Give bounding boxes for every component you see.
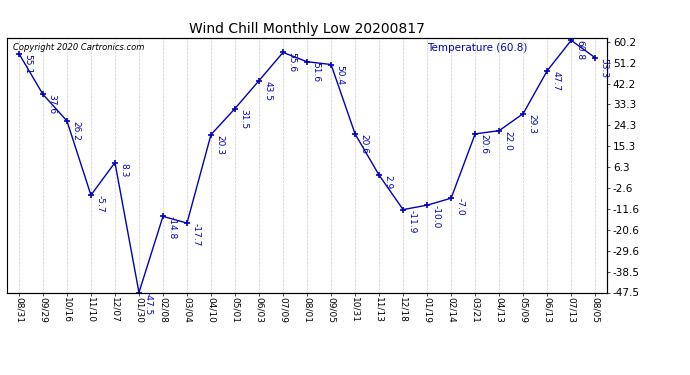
- Text: 47.7: 47.7: [551, 71, 560, 91]
- Title: Wind Chill Monthly Low 20200817: Wind Chill Monthly Low 20200817: [189, 22, 425, 36]
- Text: -47.5: -47.5: [143, 292, 152, 316]
- Text: -10.0: -10.0: [431, 205, 440, 228]
- Text: 20.6: 20.6: [359, 134, 368, 154]
- Text: -7.0: -7.0: [455, 198, 464, 216]
- Text: Temperature (60.8): Temperature (60.8): [427, 43, 527, 52]
- Text: -5.7: -5.7: [95, 195, 104, 213]
- Text: 20.3: 20.3: [215, 135, 224, 154]
- Text: 43.5: 43.5: [263, 81, 272, 100]
- Text: 55.1: 55.1: [23, 54, 32, 74]
- Text: Copyright 2020 Cartronics.com: Copyright 2020 Cartronics.com: [13, 43, 144, 52]
- Text: 53.3: 53.3: [600, 58, 609, 78]
- Text: 31.5: 31.5: [239, 108, 248, 129]
- Text: 20.6: 20.6: [480, 134, 489, 154]
- Text: 50.4: 50.4: [335, 64, 344, 84]
- Text: 26.2: 26.2: [71, 121, 80, 141]
- Text: 2.9: 2.9: [383, 175, 392, 189]
- Text: -11.9: -11.9: [407, 210, 416, 233]
- Text: -14.8: -14.8: [167, 216, 176, 240]
- Text: 55.6: 55.6: [287, 53, 296, 72]
- Text: 51.6: 51.6: [311, 62, 320, 82]
- Text: 22.0: 22.0: [503, 130, 512, 150]
- Text: -17.7: -17.7: [191, 223, 200, 246]
- Text: 37.6: 37.6: [47, 94, 56, 114]
- Text: 29.3: 29.3: [527, 114, 536, 134]
- Text: 60.8: 60.8: [575, 40, 584, 60]
- Text: 8.3: 8.3: [119, 162, 128, 177]
